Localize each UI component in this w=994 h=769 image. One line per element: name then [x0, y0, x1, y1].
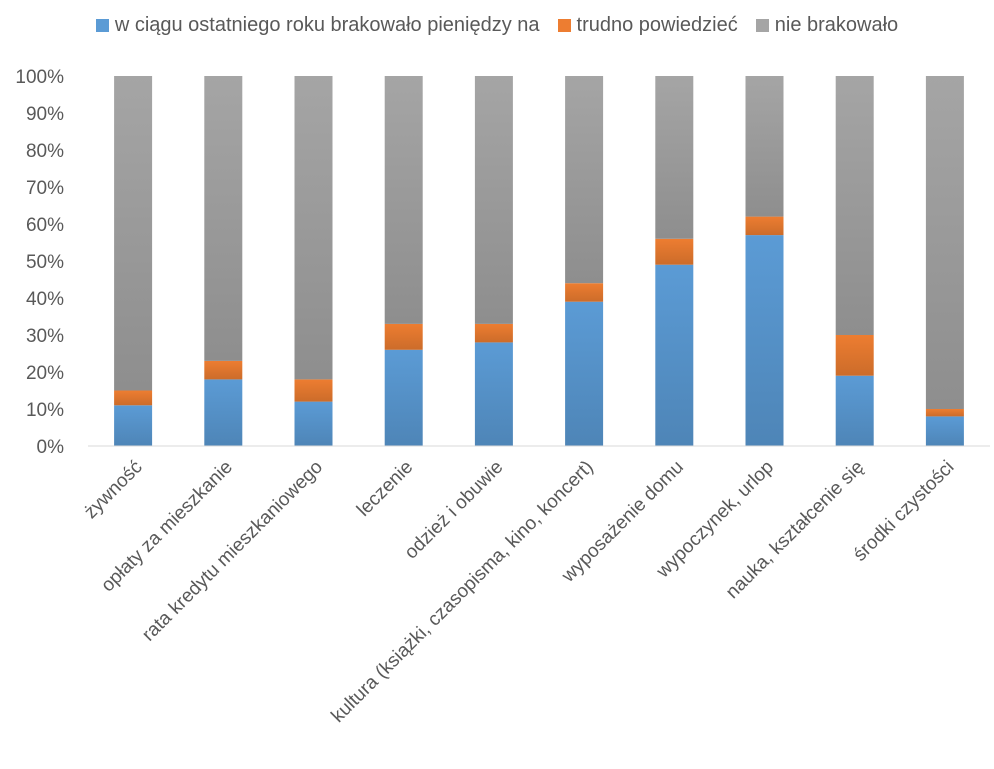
- bar-segment-1-8: [836, 335, 874, 376]
- bar-segment-0-8: [836, 376, 874, 446]
- bar-segment-2-8: [836, 76, 874, 335]
- bar-segment-2-7: [746, 76, 784, 217]
- bar-segment-0-2: [295, 402, 333, 446]
- bar-segment-2-1: [204, 76, 242, 361]
- bar-segment-1-5: [565, 283, 603, 302]
- bar-segment-1-4: [475, 324, 513, 343]
- y-tick-label: 90%: [26, 104, 64, 125]
- y-tick-label: 70%: [26, 178, 64, 199]
- bar-segment-1-9: [926, 409, 964, 416]
- bar-segment-0-7: [746, 235, 784, 446]
- y-tick-label: 10%: [26, 400, 64, 421]
- bar-segment-1-6: [655, 239, 693, 265]
- y-tick-label: 100%: [15, 67, 64, 88]
- y-tick-label: 50%: [26, 252, 64, 273]
- bar-segment-1-7: [746, 217, 784, 236]
- y-tick-label: 60%: [26, 215, 64, 236]
- bar-segment-2-5: [565, 76, 603, 283]
- y-tick-label: 20%: [26, 363, 64, 384]
- y-tick-label: 30%: [26, 326, 64, 347]
- bar-segment-2-4: [475, 76, 513, 324]
- bars: [114, 76, 964, 446]
- bar-segment-1-2: [295, 379, 333, 401]
- y-tick-label: 40%: [26, 289, 64, 310]
- bar-segment-2-3: [385, 76, 423, 324]
- bar-segment-0-3: [385, 350, 423, 446]
- bar-segment-2-6: [655, 76, 693, 239]
- x-category-label: leczenie: [353, 457, 417, 521]
- bar-segment-0-9: [926, 416, 964, 446]
- bar-segment-1-0: [114, 391, 152, 406]
- x-category-label: rata kredytu mieszkaniowego: [138, 457, 327, 646]
- bar-segment-2-2: [295, 76, 333, 379]
- bar-segment-0-4: [475, 342, 513, 446]
- y-tick-label: 80%: [26, 141, 64, 162]
- bar-segment-2-0: [114, 76, 152, 391]
- y-tick-label: 0%: [37, 437, 65, 458]
- bar-segment-0-1: [204, 379, 242, 446]
- y-axis: 0% 10% 20% 30% 40% 50% 60% 70% 80% 90% 100%: [15, 67, 64, 458]
- bar-segment-0-0: [114, 405, 152, 446]
- bar-segment-2-9: [926, 76, 964, 409]
- bar-segment-1-3: [385, 324, 423, 350]
- bar-segment-1-1: [204, 361, 242, 380]
- bar-segment-0-5: [565, 302, 603, 446]
- x-category-label: żywność: [80, 457, 146, 523]
- bar-segment-0-6: [655, 265, 693, 446]
